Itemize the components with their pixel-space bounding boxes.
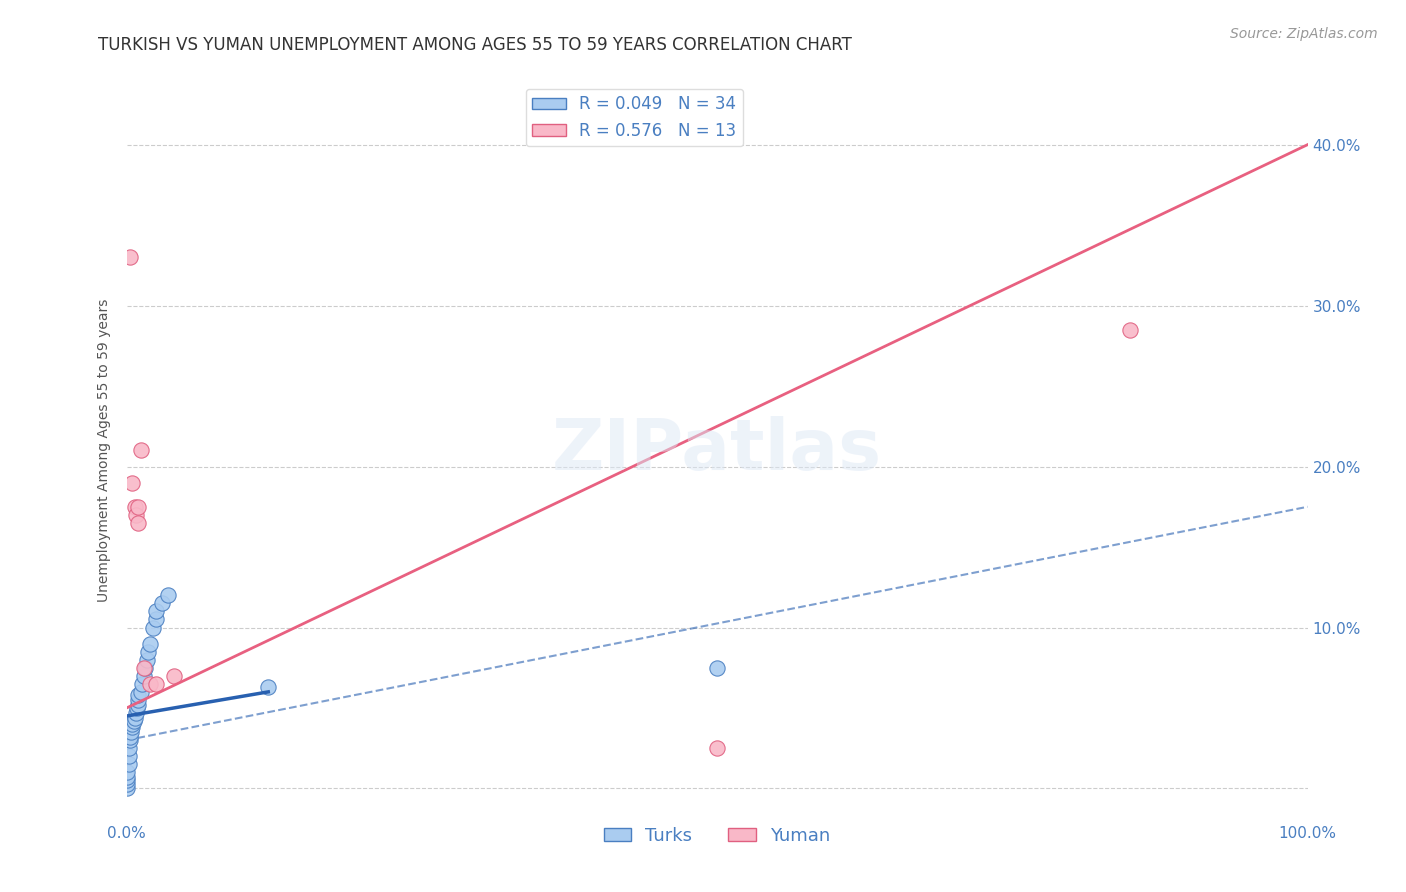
Point [124,711,146,725]
Point [150,596,173,610]
Point [120,725,142,739]
Point [134,661,156,675]
Point [124,500,146,514]
Point [125,706,148,720]
Point [139,677,162,691]
Point [141,620,163,634]
Point [134,661,156,675]
Point [127,688,149,702]
Point [127,701,149,715]
Point [115,773,138,788]
Point [115,776,138,791]
Point [139,637,162,651]
Point [706,741,728,756]
Point [115,770,138,784]
Point [115,765,138,780]
Point [129,443,152,458]
Point [706,661,728,675]
Point [118,757,141,772]
Point [136,645,159,659]
Point [120,250,142,264]
Point [163,669,186,683]
Point [1119,323,1142,337]
Point [121,720,143,734]
Point [134,669,156,683]
Legend: Turks, Yuman: Turks, Yuman [596,820,838,853]
Point [145,612,167,626]
Point [127,500,149,514]
Point [129,685,152,699]
Point [120,733,142,747]
Point [127,693,149,707]
Point [145,677,167,691]
Point [115,781,138,796]
Point [135,653,157,667]
Point [127,516,149,530]
Point [118,749,141,764]
Text: ZIPatlas: ZIPatlas [553,416,882,485]
Point [145,604,167,618]
Text: Source: ZipAtlas.com: Source: ZipAtlas.com [1230,27,1378,41]
Point [122,714,145,728]
Point [120,730,142,744]
Point [121,717,143,731]
Y-axis label: Unemployment Among Ages 55 to 59 years: Unemployment Among Ages 55 to 59 years [97,299,111,602]
Point [156,588,179,602]
Point [131,677,153,691]
Point [257,680,280,694]
Point [118,741,141,756]
Text: TURKISH VS YUMAN UNEMPLOYMENT AMONG AGES 55 TO 59 YEARS CORRELATION CHART: TURKISH VS YUMAN UNEMPLOYMENT AMONG AGES… [98,36,852,54]
Point [121,475,143,490]
Point [127,698,149,712]
Point [125,508,148,522]
